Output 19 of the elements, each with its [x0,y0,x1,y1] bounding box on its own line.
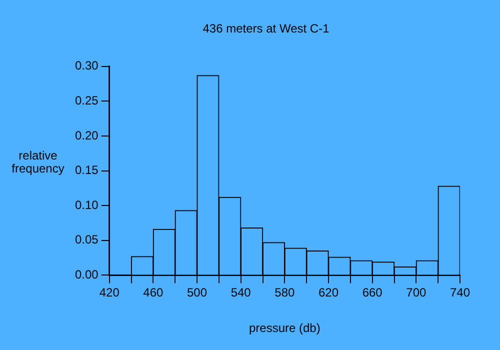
y-tick-label: 0.15 [74,163,99,178]
x-tick-label: 660 [362,286,383,300]
chart-title: 436 meters at West C-1 [202,22,330,36]
x-tick-label: 500 [187,286,208,300]
x-tick-label: 420 [99,286,120,300]
x-tick-label: 740 [450,286,470,300]
y-tick-label: 0.30 [74,58,99,73]
x-tick-label: 620 [318,286,339,300]
y-tick-label: 0.00 [74,268,99,282]
x-tick-label: 540 [230,286,252,300]
y-tick-label: 0.10 [74,198,99,212]
x-tick-label: 460 [143,286,164,300]
x-tick-label: 700 [406,286,426,300]
x-tick-label: 580 [274,286,296,300]
y-tick-label: 0.25 [74,94,99,108]
y-tick-label: 0.20 [74,128,99,142]
y-axis-title: relative frequency [12,148,64,176]
x-axis-title: pressure (db) [248,321,320,336]
y-tick-label: 0.05 [74,232,99,247]
